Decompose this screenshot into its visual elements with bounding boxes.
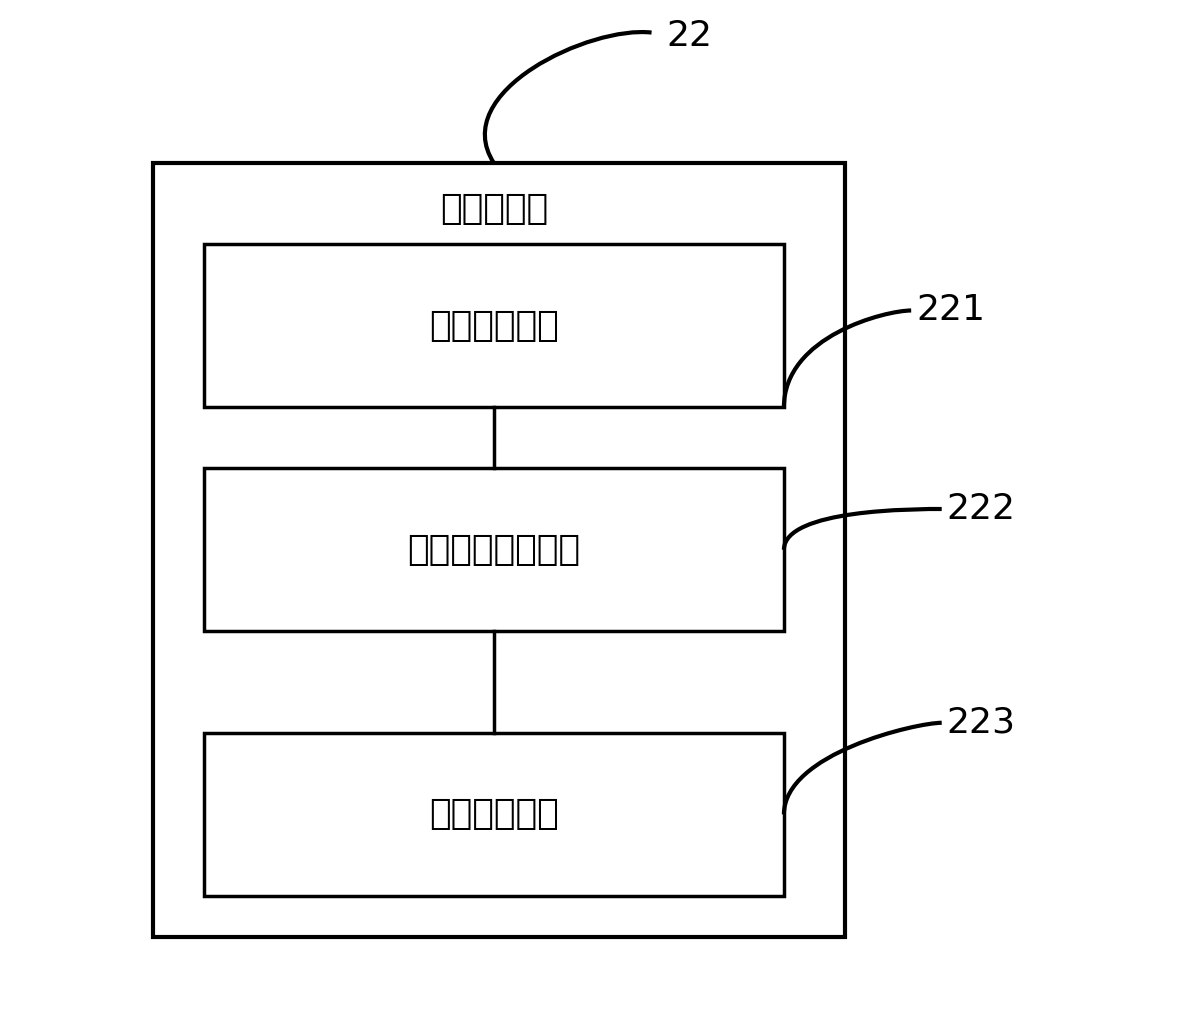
Text: 223: 223 [947,705,1016,740]
Text: 221: 221 [916,293,985,328]
Text: 222: 222 [947,492,1016,526]
Text: 22: 22 [667,18,713,53]
Bar [203,244,784,407]
Bar [152,163,844,937]
Text: 尾电流源单元: 尾电流源单元 [429,797,559,832]
Bar [203,468,784,631]
Text: 低频噪声抑制单元: 低频噪声抑制单元 [407,532,580,567]
Bar [203,733,784,896]
Text: 顶电流源单元: 顶电流源单元 [429,308,559,343]
Text: 电流源模块: 电流源模块 [439,191,548,226]
